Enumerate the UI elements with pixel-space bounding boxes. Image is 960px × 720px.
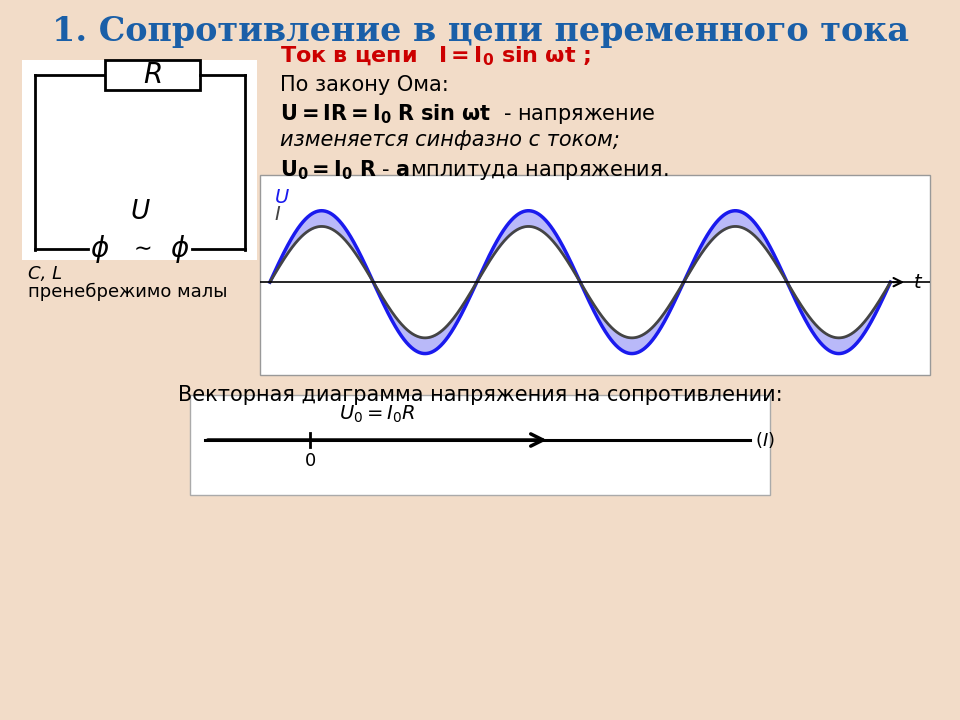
Text: пренебрежимо малы: пренебрежимо малы [28, 283, 228, 301]
Bar [22, 60, 257, 260]
Bar [190, 395, 770, 495]
Text: Векторная диаграмма напряжения на сопротивлении:: Векторная диаграмма напряжения на сопрот… [178, 385, 782, 405]
Text: U: U [275, 188, 289, 207]
Text: 0: 0 [304, 452, 316, 470]
Bar [260, 175, 930, 375]
Bar [105, 60, 200, 90]
Text: $\mathbf{U_0 = I_0\ R}$ - $\mathbf{а}$мплитуда напряжения.: $\mathbf{U_0 = I_0\ R}$ - $\mathbf{а}$мп… [280, 158, 668, 182]
Text: $U_0 = I_0 R$: $U_0 = I_0 R$ [339, 404, 416, 425]
Text: По закону Ома:: По закону Ома: [280, 75, 448, 95]
Text: $\mathbf{Ток\ в\ цепи\ \ \ I = I_0\ sin\ \omega t\ ;}$: $\mathbf{Ток\ в\ цепи\ \ \ I = I_0\ sin\… [280, 45, 590, 68]
Text: t: t [914, 273, 922, 292]
Text: I: I [275, 204, 280, 224]
Text: C, L: C, L [28, 265, 62, 283]
Text: $R$: $R$ [143, 61, 162, 89]
Text: $U$: $U$ [130, 199, 151, 225]
Text: изменяется синфазно с током;: изменяется синфазно с током; [280, 130, 620, 150]
Text: $\sim$: $\sim$ [129, 238, 152, 258]
Text: $\phi$: $\phi$ [170, 233, 190, 265]
Text: $(I)$: $(I)$ [755, 430, 775, 450]
Text: $\mathbf{U = IR = I_0\ R\ sin\ \omega t}$  - напряжение: $\mathbf{U = IR = I_0\ R\ sin\ \omega t}… [280, 102, 656, 126]
Text: 1. Сопротивление в цепи переменного тока: 1. Сопротивление в цепи переменного тока [52, 15, 908, 48]
Text: $\phi$: $\phi$ [90, 233, 109, 265]
